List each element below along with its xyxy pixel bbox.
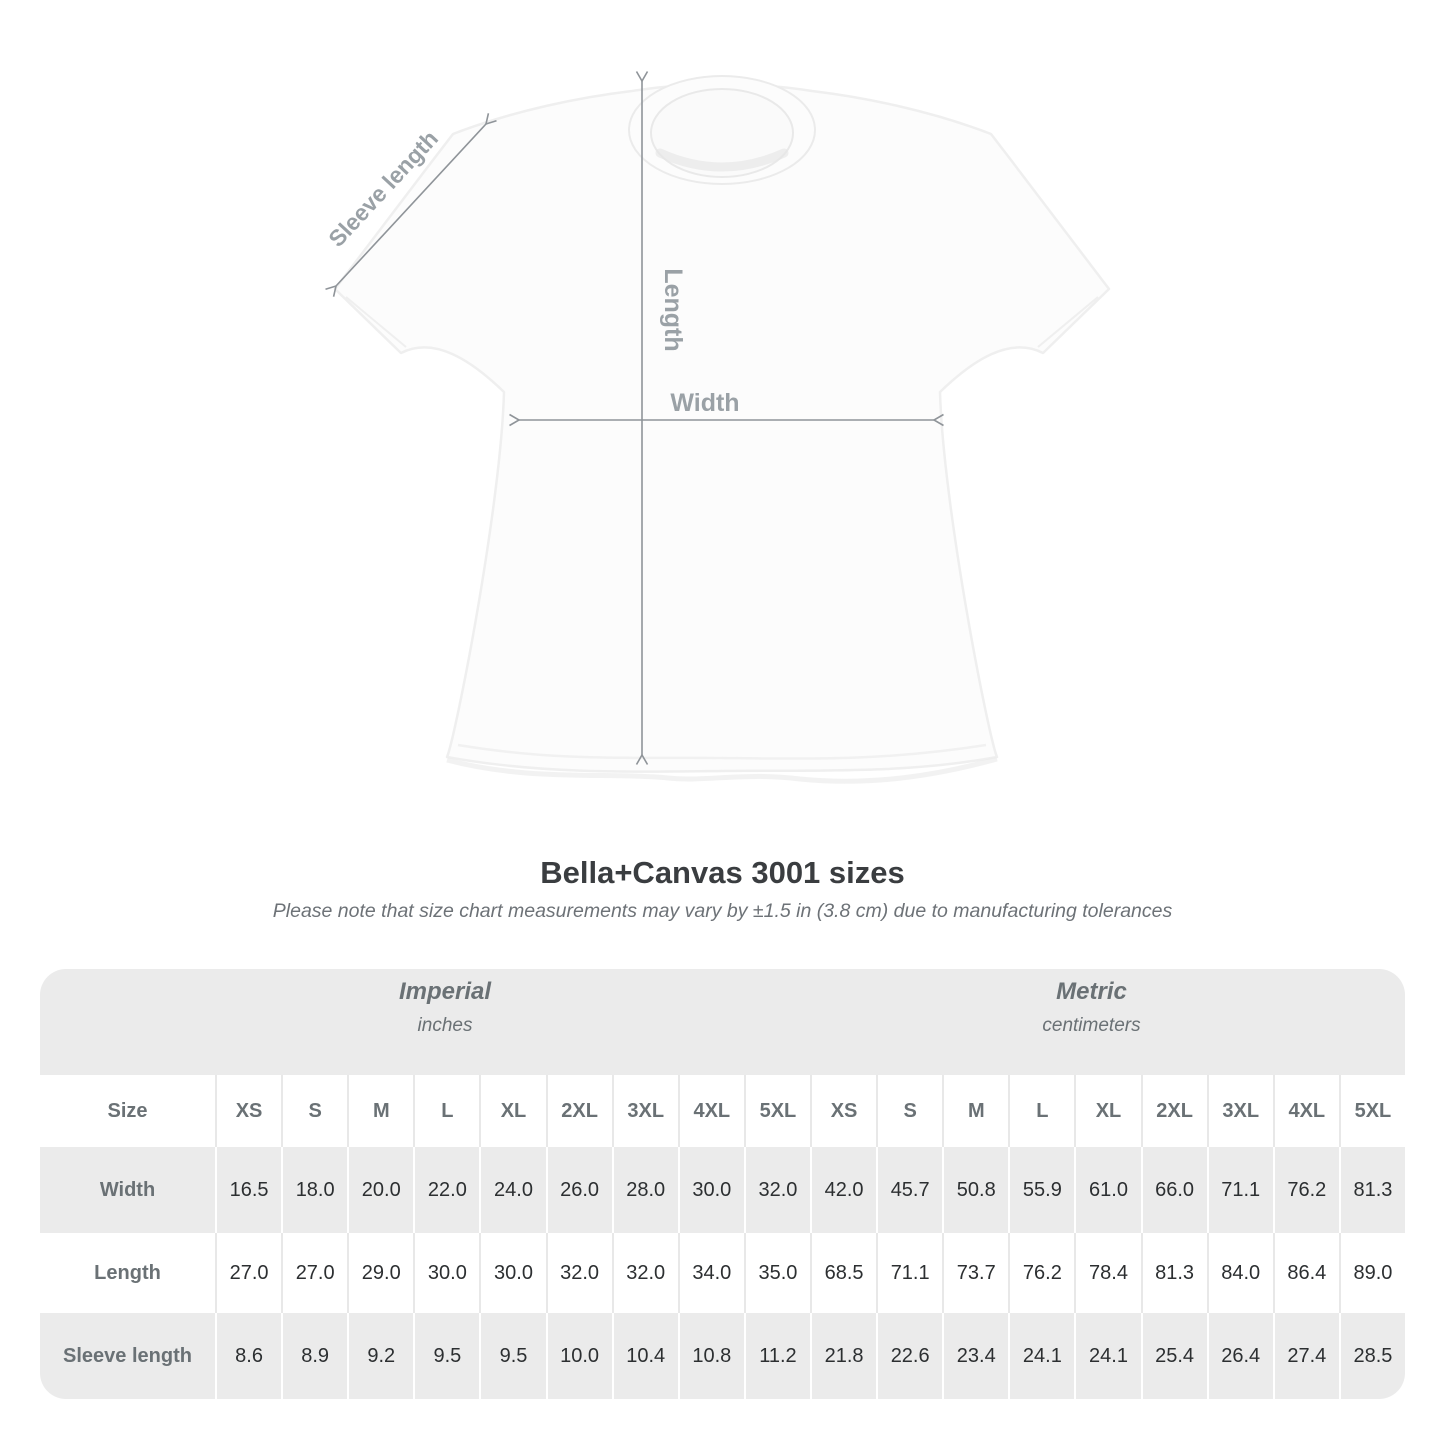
sleeve-length-arrow [325, 113, 497, 297]
value-cell: 8.6 [215, 1313, 281, 1399]
value-cell: 24.1 [1074, 1313, 1140, 1399]
row-label-width: Width [99, 1178, 156, 1201]
value-cell: 26.4 [1206, 1313, 1273, 1399]
value-cell: 81.3 [1140, 1233, 1207, 1313]
value-cell: 42.0 [810, 1147, 876, 1233]
value-cell: 32.0 [611, 1233, 678, 1313]
size-cell: XS [215, 1075, 281, 1147]
row-label-sleeve-length: Sleeve length [63, 1344, 192, 1367]
value-cell: 22.0 [413, 1147, 479, 1233]
size-cell: M [942, 1075, 1008, 1147]
value-cell: 32.0 [743, 1147, 810, 1233]
value-cell: 29.0 [347, 1233, 413, 1313]
size-chart-title: Bella+Canvas 3001 sizes [540, 855, 905, 890]
length-label: Length [659, 268, 687, 351]
size-cell: 4XL [677, 1075, 744, 1147]
value-cell: 28.5 [1338, 1313, 1405, 1399]
unit-group-header-row: Imperial inches Metric centimeters [40, 969, 1405, 1075]
size-cell: 5XL [743, 1075, 810, 1147]
value-cell: 27.0 [215, 1233, 281, 1313]
size-cell: XS [810, 1075, 876, 1147]
size-cell: L [413, 1075, 479, 1147]
value-cell: 66.0 [1140, 1147, 1207, 1233]
width-label: Width [670, 389, 739, 417]
metric-header: Metric centimeters [810, 969, 1405, 1075]
value-cell: 25.4 [1140, 1313, 1207, 1399]
table-row-length: Length 27.0 27.0 29.0 30.0 30.0 32.0 32.… [40, 1233, 1405, 1313]
size-table: Imperial inches Metric centimeters Size … [40, 969, 1405, 1399]
metric-label: Metric [1056, 978, 1127, 1005]
size-cell: S [876, 1075, 942, 1147]
value-cell: 50.8 [942, 1147, 1008, 1233]
value-cell: 10.8 [677, 1313, 744, 1399]
value-cell: 86.4 [1272, 1233, 1339, 1313]
size-chart-subtitle: Please note that size chart measurements… [272, 900, 1173, 922]
value-cell: 34.0 [677, 1233, 744, 1313]
metric-unit: centimeters [1042, 1015, 1141, 1036]
size-cell: L [1008, 1075, 1074, 1147]
value-cell: 10.4 [611, 1313, 678, 1399]
size-cell: 4XL [1272, 1075, 1339, 1147]
size-cell: 5XL [1338, 1075, 1405, 1147]
value-cell: 27.4 [1272, 1313, 1339, 1399]
value-cell: 23.4 [942, 1313, 1008, 1399]
value-cell: 26.0 [545, 1147, 612, 1233]
table-row-sleeve-length: Sleeve length 8.6 8.9 9.2 9.5 9.5 10.0 1… [40, 1313, 1405, 1399]
value-cell: 73.7 [942, 1233, 1008, 1313]
value-cell: 32.0 [545, 1233, 612, 1313]
value-cell: 81.3 [1338, 1147, 1405, 1233]
value-cell: 30.0 [479, 1233, 545, 1313]
value-cell: 45.7 [876, 1147, 942, 1233]
value-cell: 10.0 [545, 1313, 612, 1399]
table-row-width: Width 16.5 18.0 20.0 22.0 24.0 26.0 28.0… [40, 1147, 1405, 1233]
imperial-label: Imperial [398, 978, 492, 1005]
size-cell: 2XL [1140, 1075, 1207, 1147]
value-cell: 89.0 [1338, 1233, 1405, 1313]
value-cell: 24.0 [479, 1147, 545, 1233]
value-cell: 27.0 [281, 1233, 347, 1313]
value-cell: 24.1 [1008, 1313, 1074, 1399]
value-cell: 68.5 [810, 1233, 876, 1313]
value-cell: 9.5 [479, 1313, 545, 1399]
value-cell: 16.5 [215, 1147, 281, 1233]
value-cell: 21.8 [810, 1313, 876, 1399]
value-cell: 11.2 [743, 1313, 810, 1399]
value-cell: 76.2 [1272, 1147, 1339, 1233]
value-cell: 71.1 [1206, 1147, 1273, 1233]
value-cell: 28.0 [611, 1147, 678, 1233]
value-cell: 30.0 [413, 1233, 479, 1313]
tshirt-illustration [333, 75, 1111, 784]
size-cell: XL [479, 1075, 545, 1147]
tshirt-measurement-diagram: Sleeve length Length Width [323, 71, 1111, 784]
value-cell: 61.0 [1074, 1147, 1140, 1233]
size-header-row: Size XS S M L XL 2XL 3XL 4XL 5XL XS S M … [40, 1075, 1405, 1147]
value-cell: 35.0 [743, 1233, 810, 1313]
size-cell: 3XL [1206, 1075, 1273, 1147]
imperial-header: Imperial inches [40, 969, 810, 1075]
value-cell: 20.0 [347, 1147, 413, 1233]
value-cell: 84.0 [1206, 1233, 1273, 1313]
imperial-unit: inches [417, 1015, 473, 1036]
row-label-size: Size [107, 1099, 148, 1122]
value-cell: 22.6 [876, 1313, 942, 1399]
value-cell: 78.4 [1074, 1233, 1140, 1313]
size-cell: 2XL [545, 1075, 612, 1147]
value-cell: 18.0 [281, 1147, 347, 1233]
value-cell: 8.9 [281, 1313, 347, 1399]
size-cell: 3XL [611, 1075, 678, 1147]
value-cell: 9.2 [347, 1313, 413, 1399]
size-cell: M [347, 1075, 413, 1147]
value-cell: 55.9 [1008, 1147, 1074, 1233]
value-cell: 30.0 [677, 1147, 744, 1233]
value-cell: 9.5 [413, 1313, 479, 1399]
size-cell: S [281, 1075, 347, 1147]
size-cell: XL [1074, 1075, 1140, 1147]
row-label-length: Length [94, 1261, 161, 1284]
value-cell: 76.2 [1008, 1233, 1074, 1313]
value-cell: 71.1 [876, 1233, 942, 1313]
